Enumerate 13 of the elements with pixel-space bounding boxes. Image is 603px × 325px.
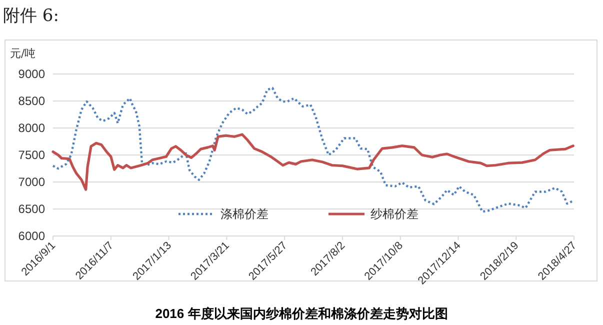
y-axis-title: 元/吨 [10, 47, 36, 60]
y-tick-label: 8500 [18, 94, 46, 108]
y-tick-label: 7500 [18, 148, 46, 162]
y-tick-label: 9000 [18, 67, 46, 81]
text: 2016 年度以来国内纱棉价差和棉涤价差走势对比图 [155, 306, 448, 321]
line-series [52, 133, 574, 191]
text: 附件 6: [3, 6, 59, 26]
y-tick-label: 6500 [18, 202, 46, 216]
y-tick-label: 6000 [18, 229, 46, 243]
y-tick-label: 7000 [18, 175, 46, 189]
legend-label: 纱棉价差 [370, 207, 418, 221]
legend-label: 涤棉价差 [220, 207, 268, 221]
y-tick-label: 8000 [18, 121, 46, 135]
